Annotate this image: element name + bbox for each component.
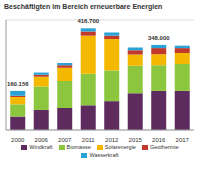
- svg-text:416.700: 416.700: [77, 18, 99, 24]
- html-text:Geothermie: Geothermie: [149, 144, 179, 150]
- svg-text:2006: 2006: [35, 137, 49, 142]
- html-text:Beschäftigten im Bereich erneu: Beschäftigten im Bereich erneuerbare Ene…: [4, 3, 163, 10]
- svg-text:2000: 2000: [11, 137, 25, 142]
- svg-text:2015: 2015: [129, 137, 143, 142]
- svg-text:2007: 2007: [58, 137, 72, 142]
- svg-text:160.156: 160.156: [8, 81, 29, 87]
- html-text:Windkraft: Windkraft: [29, 144, 53, 150]
- svg-text:2011: 2011: [82, 137, 96, 142]
- html-text:Solarenergie: Solarenergie: [104, 144, 136, 150]
- svg-text:2016: 2016: [152, 137, 166, 142]
- svg-text:348.000: 348.000: [148, 35, 170, 41]
- svg-text:2017: 2017: [176, 137, 190, 142]
- html-text:Biomasse: Biomasse: [66, 144, 91, 150]
- svg-text:2012: 2012: [105, 137, 119, 142]
- html-text:Wasserkraft: Wasserkraft: [89, 152, 119, 158]
